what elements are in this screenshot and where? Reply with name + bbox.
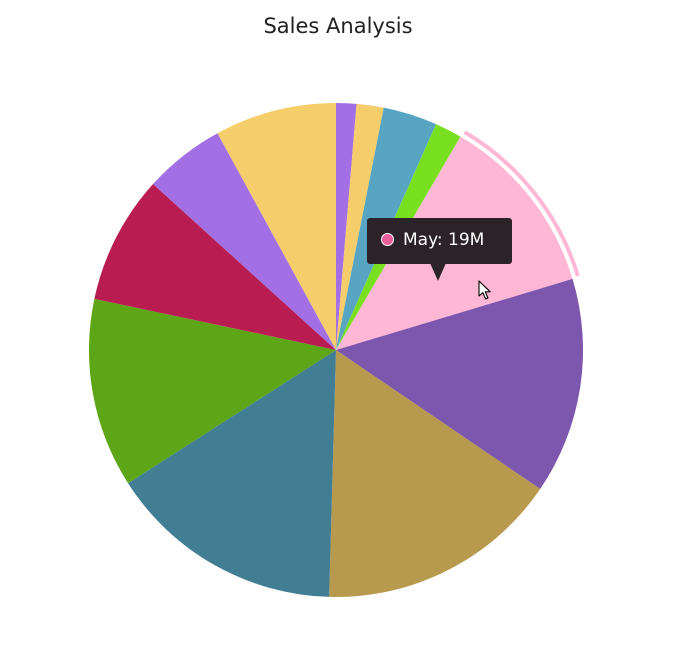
tooltip-marker [381,233,394,246]
pie-slice[interactable] [128,350,336,597]
mouse-cursor-icon [478,280,491,300]
pie-slice[interactable] [336,103,384,351]
pie-slice[interactable] [217,103,336,350]
pie-slice[interactable] [89,298,337,484]
pie-slice[interactable] [94,184,336,350]
pie-slice[interactable] [336,103,357,350]
slice-hover-highlight [463,130,580,277]
tooltip-arrow [430,263,446,281]
pie-slice[interactable] [336,278,583,490]
pie-slice[interactable] [153,133,336,350]
pie-slice[interactable] [329,350,541,597]
tooltip: May: 19M [367,218,512,264]
tooltip-text: May: 19M [403,230,485,250]
chart-title: Sales Analysis [263,14,413,38]
